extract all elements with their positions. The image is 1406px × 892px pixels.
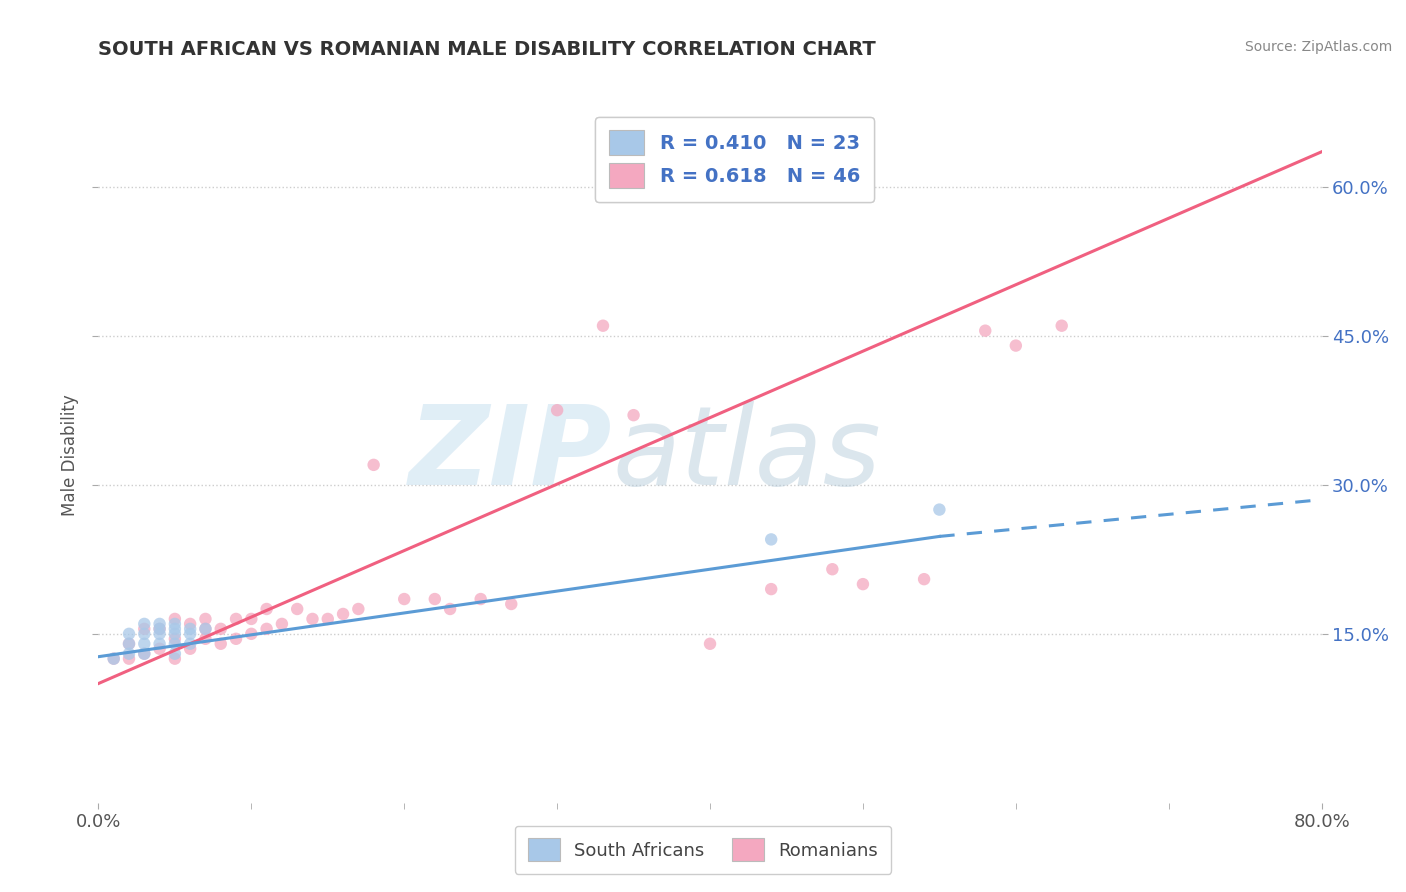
Point (103, 651, 125, 665)
Point (118, 637, 141, 651)
Point (149, 616, 172, 631)
Point (149, 622, 172, 636)
Point (134, 627, 156, 641)
Point (163, 651, 186, 665)
Point (439, 602, 461, 616)
Point (285, 602, 308, 616)
Text: ZIP: ZIP (409, 401, 612, 508)
Point (759, 582, 782, 596)
Point (270, 616, 292, 631)
Point (118, 627, 141, 641)
Point (134, 647, 156, 661)
Point (821, 562, 844, 576)
Point (118, 647, 141, 661)
Point (163, 632, 186, 646)
Point (623, 408, 645, 422)
Point (974, 324, 997, 338)
Point (179, 616, 201, 631)
Point (163, 616, 186, 631)
Point (134, 622, 156, 636)
Point (134, 637, 156, 651)
Point (118, 651, 141, 665)
Text: SOUTH AFRICAN VS ROMANIAN MALE DISABILITY CORRELATION CHART: SOUTH AFRICAN VS ROMANIAN MALE DISABILIT… (98, 40, 876, 59)
Point (179, 641, 201, 656)
Point (194, 622, 217, 636)
Point (392, 592, 416, 607)
Point (134, 647, 156, 661)
Point (1004, 338, 1026, 352)
Point (759, 533, 782, 547)
Text: Source: ZipAtlas.com: Source: ZipAtlas.com (1244, 40, 1392, 54)
Point (332, 607, 354, 621)
Point (852, 577, 875, 591)
Point (149, 641, 172, 656)
Point (301, 612, 323, 626)
Point (546, 403, 568, 417)
Point (103, 651, 125, 665)
Point (163, 612, 186, 626)
Point (194, 622, 217, 636)
Point (470, 592, 492, 607)
Point (179, 637, 201, 651)
Point (194, 612, 217, 626)
Point (592, 318, 614, 333)
Point (149, 627, 172, 641)
Point (194, 632, 217, 646)
Point (209, 637, 232, 651)
Point (912, 572, 935, 586)
Point (423, 592, 446, 607)
Point (225, 632, 247, 646)
Point (316, 612, 339, 626)
Point (256, 622, 278, 636)
Point (225, 612, 247, 626)
Point (163, 637, 186, 651)
Point (163, 622, 186, 636)
Point (240, 627, 263, 641)
Point (699, 637, 721, 651)
Point (163, 647, 186, 661)
Point (163, 627, 186, 641)
Point (179, 627, 201, 641)
Point (1050, 318, 1073, 333)
Point (149, 637, 172, 651)
Point (363, 458, 385, 472)
Point (240, 612, 263, 626)
Point (928, 502, 950, 516)
Point (209, 622, 232, 636)
Point (134, 616, 156, 631)
Point (149, 622, 172, 636)
Point (179, 622, 201, 636)
Y-axis label: Male Disability: Male Disability (60, 394, 79, 516)
Legend: R = 0.410   N = 23, R = 0.618   N = 46: R = 0.410 N = 23, R = 0.618 N = 46 (595, 117, 873, 202)
Text: atlas: atlas (612, 401, 880, 508)
Point (118, 637, 141, 651)
Point (347, 602, 370, 616)
Point (256, 602, 278, 616)
Legend: South Africans, Romanians: South Africans, Romanians (515, 826, 891, 874)
Point (501, 597, 523, 611)
